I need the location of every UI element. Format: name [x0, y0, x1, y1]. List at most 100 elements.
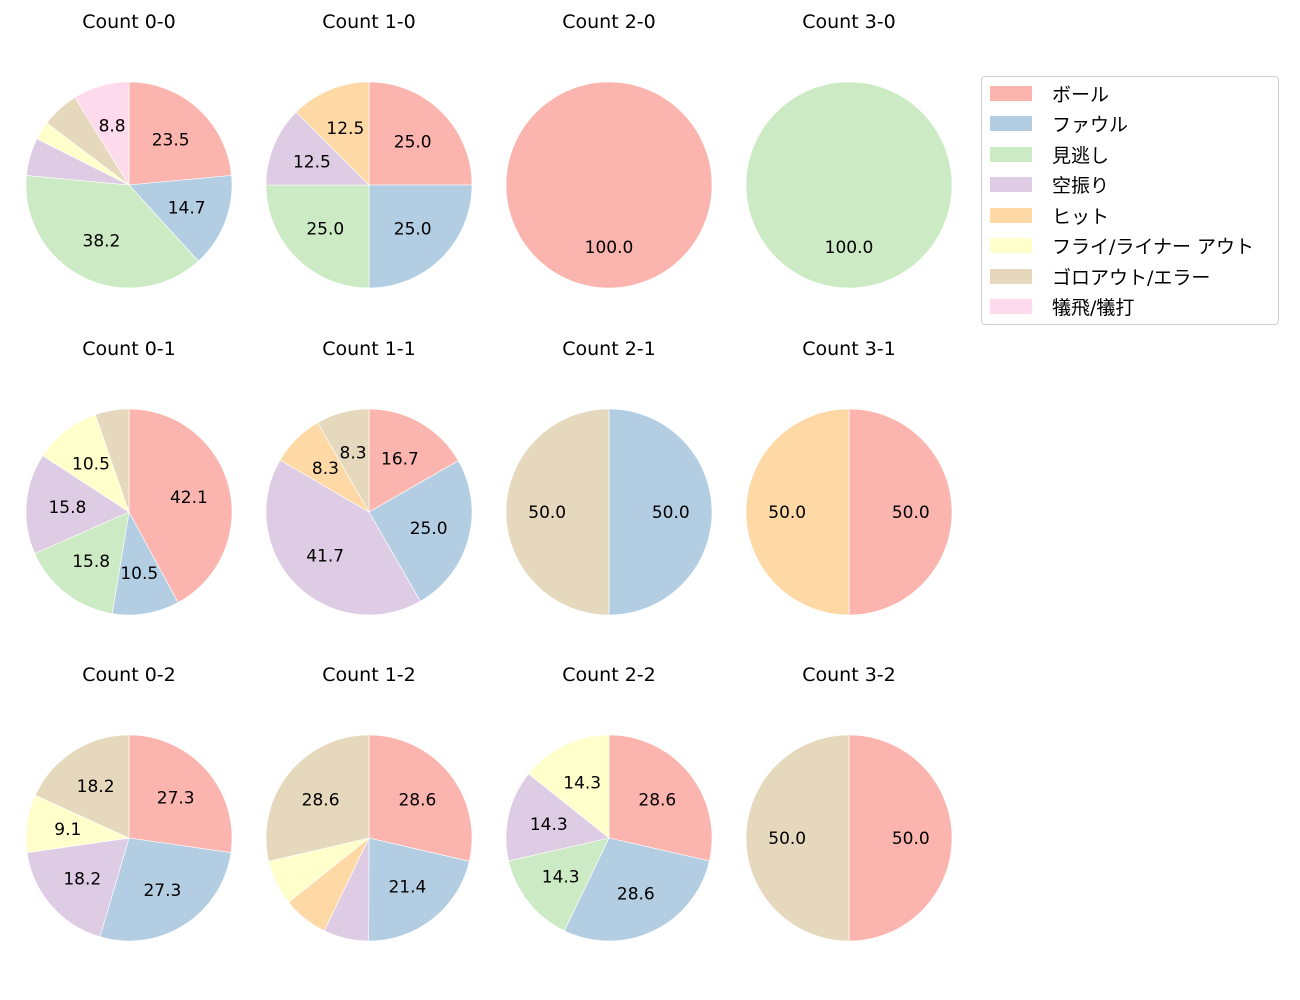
- slice-percent-label: 25.0: [394, 220, 432, 240]
- slice-percent-label: 50.0: [768, 829, 806, 849]
- pie-title: Count 2-1: [562, 338, 656, 360]
- legend-label: ヒット: [1052, 205, 1110, 228]
- slice-percent-label: 15.8: [48, 498, 86, 518]
- legend-item-called-strike: 見逃し: [990, 143, 1110, 167]
- pie-title: Count 3-2: [802, 664, 896, 686]
- slice-percent-label: 42.1: [170, 488, 208, 508]
- slice-percent-label: 28.6: [398, 791, 436, 811]
- pie-title: Count 1-1: [322, 338, 416, 360]
- pie-slice: [745, 408, 850, 616]
- pie-title: Count 2-0: [562, 11, 656, 33]
- legend-label: ファウル: [1052, 114, 1129, 136]
- pie-slice: [128, 734, 233, 853]
- pie-title: Count 0-2: [82, 664, 176, 686]
- pie-slice: [505, 81, 713, 289]
- slice-percent-label: 10.5: [120, 564, 158, 584]
- pie-slice: [608, 734, 713, 862]
- legend-swatch: [990, 207, 1032, 223]
- pie-slice: [128, 81, 232, 186]
- pie-count-2-2: Count 2-2 28.6 28.6 14.3 14.3 14.3: [505, 664, 713, 942]
- legend-item-ball: ボール: [990, 82, 1109, 106]
- slice-percent-label: 21.4: [388, 877, 426, 897]
- slice-percent-label: 28.6: [617, 885, 655, 905]
- slice-percent-label: 14.3: [542, 868, 580, 888]
- legend-item-hit: ヒット: [990, 204, 1110, 228]
- pie-slice: [368, 734, 473, 862]
- pie-slice: [368, 184, 473, 289]
- slice-percent-label: 27.3: [157, 789, 195, 809]
- slice-percent-label: 25.0: [410, 519, 448, 539]
- pie-slice: [508, 837, 610, 932]
- slice-percent-label: 16.7: [381, 450, 419, 470]
- pie-slice: [111, 511, 179, 616]
- slice-percent-label: 50.0: [892, 503, 930, 523]
- slice-percent-label: 8.3: [312, 459, 339, 479]
- slice-percent-label: 27.3: [143, 881, 181, 901]
- pie-count-3-1: Count 3-1 50.0 50.0: [745, 338, 953, 616]
- pie-count-0-2: Count 0-2 27.3 27.3 18.2 9.1 18.2: [25, 664, 233, 942]
- pie-title: Count 1-2: [322, 664, 416, 686]
- pie-title: Count 3-1: [802, 338, 896, 360]
- slice-percent-label: 28.6: [638, 790, 676, 810]
- slice-percent-label: 100.0: [585, 238, 634, 258]
- pie-slice: [265, 111, 370, 186]
- slice-percent-label: 8.3: [340, 443, 367, 463]
- pie-slice: [505, 773, 610, 862]
- legend-label: 見逃し: [1052, 144, 1110, 167]
- pie-slice: [295, 81, 370, 186]
- pie-slice: [265, 734, 370, 862]
- pie-slice: [128, 175, 233, 262]
- pie-slice: [34, 734, 130, 839]
- pie-slice: [608, 408, 713, 616]
- pie-slice: [745, 734, 850, 942]
- slice-percent-label: 50.0: [768, 503, 806, 523]
- slice-percent-label: 23.5: [152, 130, 190, 150]
- slice-percent-label: 8.8: [99, 117, 126, 137]
- slice-percent-label: 18.2: [77, 777, 115, 797]
- legend-item-sacrifice: 犠飛/犠打: [990, 296, 1135, 319]
- pie-title: Count 2-2: [562, 664, 656, 686]
- pie-slice: [74, 81, 130, 187]
- pie-slice: [848, 734, 953, 942]
- slice-percent-label: 14.3: [563, 773, 601, 793]
- legend-item-foul: ファウル: [990, 113, 1129, 136]
- slice-percent-label: 50.0: [528, 503, 566, 523]
- pie-slice: [265, 459, 421, 616]
- pie-slice: [99, 837, 232, 942]
- pie-slice: [368, 408, 459, 513]
- pie-slice: [265, 184, 370, 289]
- pie-count-0-1: Count 0-1 42.1 10.5 15.8 15.8 10.5: [25, 338, 233, 616]
- slice-percent-label: 38.2: [83, 231, 121, 251]
- pie-title: Count 0-1: [82, 338, 176, 360]
- pie-slice: [25, 175, 199, 289]
- pie-slice: [94, 408, 130, 513]
- pie-slice: [368, 837, 470, 942]
- legend-label: 空振り: [1052, 175, 1110, 197]
- legend-swatch: [990, 146, 1032, 162]
- pie-slice: [563, 837, 710, 942]
- slice-percent-label: 14.7: [168, 198, 206, 218]
- pie-slice: [505, 408, 610, 616]
- legend-label: 犠飛/犠打: [1052, 297, 1135, 319]
- pie-slice: [528, 734, 610, 839]
- pie-slice: [848, 408, 953, 616]
- slice-percent-label: 10.5: [72, 454, 110, 474]
- legend-swatch: [990, 85, 1032, 101]
- pie-count-3-0: Count 3-0 100.0: [745, 11, 953, 289]
- slice-percent-label: 28.6: [302, 791, 340, 811]
- slice-percent-label: 18.2: [63, 869, 101, 889]
- pie-slice: [26, 837, 130, 938]
- pie-title: Count 1-0: [322, 11, 416, 33]
- pie-count-1-1: Count 1-1 16.7 25.0 41.7 8.38.3: [265, 338, 473, 616]
- slice-percent-label: 15.8: [72, 552, 110, 572]
- pie-title: Count 0-0: [82, 11, 176, 33]
- pie-slice: [25, 455, 130, 554]
- pie-slice: [368, 81, 473, 186]
- legend-swatch: [990, 116, 1032, 131]
- pie-slice: [317, 408, 370, 514]
- pie-count-2-0: Count 2-0 100.0: [505, 11, 713, 289]
- legend-swatch: [990, 177, 1032, 192]
- slice-percent-label: 25.0: [306, 220, 344, 240]
- legend: ボール ファウル 見逃し 空振り ヒット フライ/ライナー アウト ゴロアウト/…: [981, 76, 1279, 325]
